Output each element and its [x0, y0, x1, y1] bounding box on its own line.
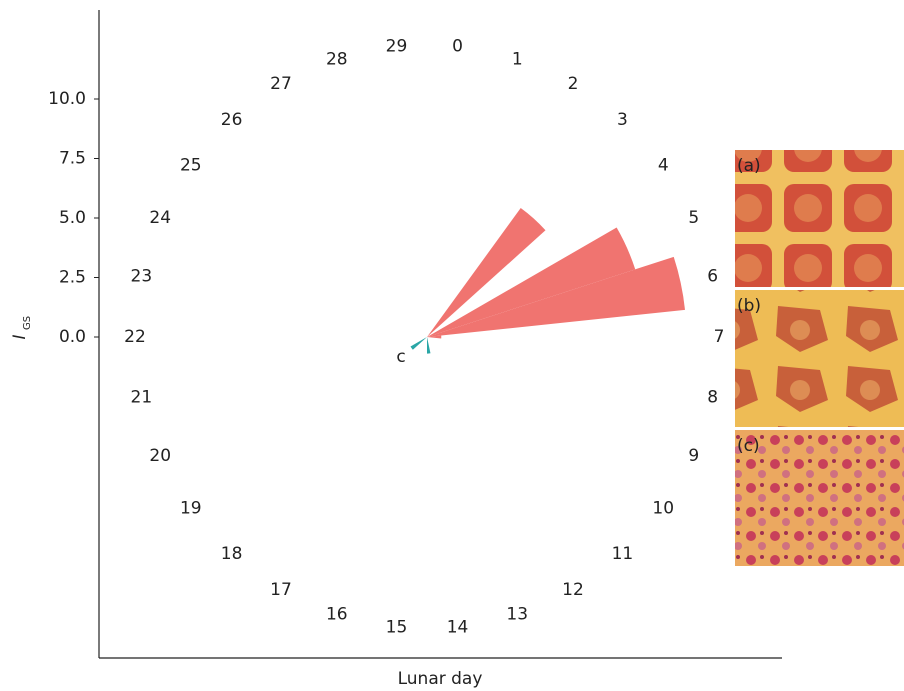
- x-axis-label: Lunar day: [398, 669, 483, 689]
- category-label: 21: [131, 388, 153, 408]
- category-label: 12: [562, 580, 584, 600]
- category-label: 13: [506, 605, 528, 625]
- category-label: 23: [131, 266, 153, 286]
- category-label: 18: [221, 544, 243, 564]
- y-tick-label: 2.5: [59, 268, 86, 288]
- page: Lunar day I GS (a) (b) (c) a b c 0.02.55…: [0, 0, 904, 691]
- category-label: 0: [452, 37, 463, 57]
- category-label: 19: [180, 499, 202, 519]
- category-label: 11: [612, 544, 634, 564]
- panel-label: (b): [737, 296, 761, 316]
- wedge: [411, 337, 427, 350]
- y-tick-label: 0.0: [59, 327, 86, 347]
- category-label: 26: [221, 110, 243, 130]
- category-label: 20: [149, 446, 171, 466]
- y-tick-label: 10.0: [48, 89, 86, 109]
- y-tick-label: 7.5: [59, 149, 86, 169]
- category-label: 7: [714, 327, 725, 347]
- category-label: 27: [270, 74, 292, 94]
- y-axis-label: I: [10, 334, 30, 339]
- category-label: 5: [688, 208, 699, 228]
- category-label: 1: [512, 49, 523, 69]
- category-label: 24: [149, 208, 171, 228]
- chart: Lunar day I GS (a) (b) (c) a b c 0.02.55…: [0, 0, 904, 691]
- category-label: 2: [568, 74, 579, 94]
- category-label: 8: [707, 388, 718, 408]
- y-axis-sub-group: GS: [22, 316, 33, 330]
- category-label: 4: [658, 155, 669, 175]
- category-label: 6: [707, 266, 718, 286]
- photo-c: [735, 430, 904, 566]
- panel-label: (c): [737, 436, 760, 456]
- category-label: 10: [652, 499, 674, 519]
- category-label: 22: [124, 327, 146, 347]
- wedge: [427, 337, 430, 354]
- category-label: 28: [326, 49, 348, 69]
- category-label: 3: [617, 110, 628, 130]
- category-label: 15: [386, 617, 408, 637]
- y-axis-label-group: I: [10, 334, 30, 339]
- annotation: c: [396, 347, 405, 367]
- panel-label: (a): [737, 156, 761, 176]
- category-label: 17: [270, 580, 292, 600]
- y-axis-label-sub: GS: [22, 316, 33, 330]
- category-label: 25: [180, 155, 202, 175]
- y-tick-label: 5.0: [59, 208, 86, 228]
- category-label: 9: [688, 446, 699, 466]
- category-label: 29: [386, 37, 408, 57]
- category-label: 16: [326, 605, 348, 625]
- category-label: 14: [447, 617, 469, 637]
